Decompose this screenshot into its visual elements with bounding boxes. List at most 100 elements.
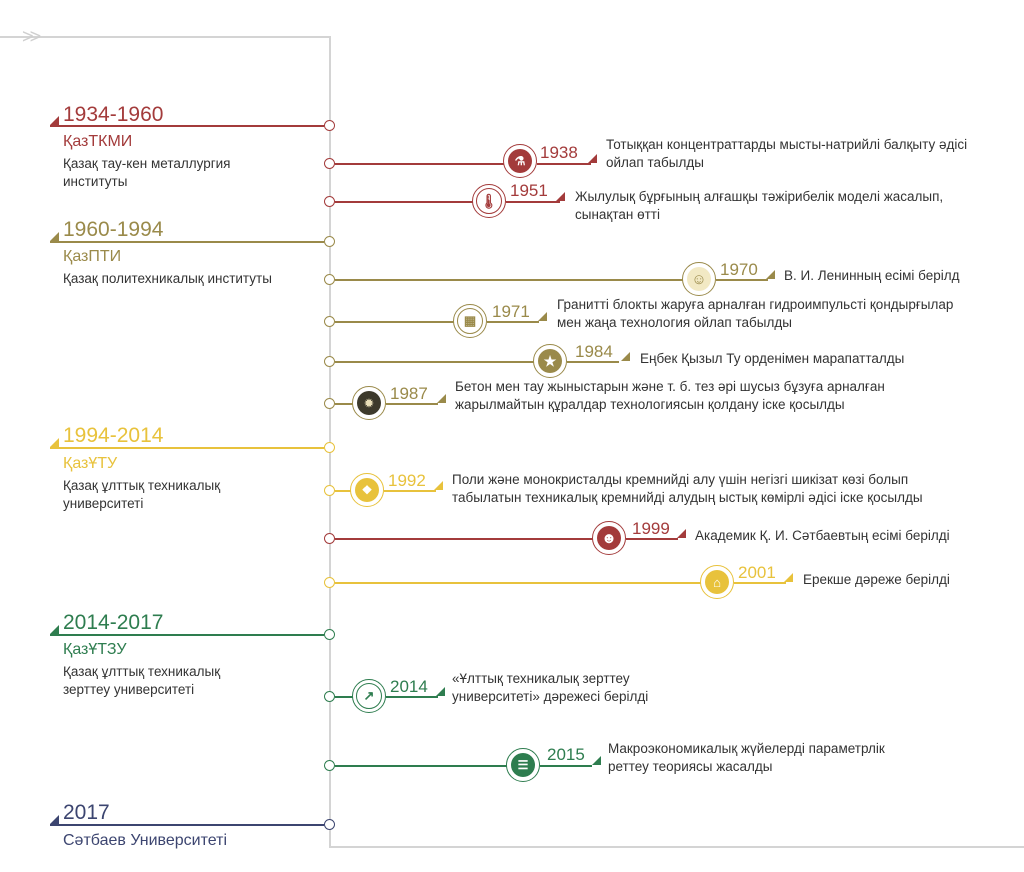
event-line bbox=[335, 582, 703, 584]
event-line bbox=[335, 279, 685, 281]
event-year-underline bbox=[734, 582, 786, 584]
granite-block-icon: ▦ bbox=[453, 304, 487, 338]
era-full-name: Қазақ тау-кен металлургия институты bbox=[63, 156, 231, 189]
era-full-name: Қазақ политехникалық институты bbox=[63, 271, 272, 286]
era-years: 2014-2017 bbox=[63, 611, 164, 634]
event-line bbox=[335, 321, 455, 323]
event-line bbox=[335, 538, 595, 540]
event-description: Жылулық бұрғының алғашқы тәжірибелік мод… bbox=[575, 189, 944, 222]
event-year: 2015 bbox=[547, 745, 585, 764]
event-marker-triangle bbox=[556, 192, 565, 201]
event-marker-triangle bbox=[436, 687, 445, 696]
event-year: 2014 bbox=[390, 677, 428, 696]
era-years: 1960-1994 bbox=[63, 218, 164, 241]
event-marker-triangle bbox=[538, 312, 547, 321]
event-year-underline bbox=[386, 696, 438, 698]
era-marker-triangle bbox=[50, 438, 59, 447]
era-node bbox=[324, 629, 335, 640]
event-line bbox=[335, 490, 355, 492]
era-node bbox=[324, 819, 335, 830]
satbayev-portrait-icon: ☻ bbox=[592, 521, 626, 555]
event-node bbox=[324, 398, 335, 409]
event-line bbox=[335, 201, 475, 203]
era-abbreviation: ҚазПТИ bbox=[63, 248, 122, 265]
explosion-rocks-icon: ✹ bbox=[352, 386, 386, 420]
top-frame-line bbox=[0, 36, 330, 38]
event-year: 1951 bbox=[510, 181, 548, 200]
event-description: Тотыққан концентраттарды мысты-натрийлі … bbox=[606, 137, 968, 170]
event-year-underline bbox=[537, 163, 591, 165]
thermometer-icon: 🌡 bbox=[472, 184, 506, 218]
event-description: Академик Қ. И. Сәтбаевтың есімі берілді bbox=[695, 528, 950, 543]
event-node bbox=[324, 316, 335, 327]
era-years: 1934-1960 bbox=[63, 103, 164, 126]
event-description: Еңбек Қызыл Ту орденімен марапатталды bbox=[640, 351, 905, 366]
event-description: Гранитті блокты жаруға арналған гидроимп… bbox=[557, 297, 954, 330]
event-year-underline bbox=[626, 538, 678, 540]
event-line bbox=[335, 163, 505, 165]
event-year: 1987 bbox=[390, 384, 428, 403]
order-star-icon: ★ bbox=[533, 344, 567, 378]
coin-stack-icon: ☰ bbox=[506, 748, 540, 782]
research-growth-icon: ↗ bbox=[352, 679, 386, 713]
event-node bbox=[324, 356, 335, 367]
era-abbreviation: ҚазҰТУ bbox=[63, 455, 118, 472]
event-marker-triangle bbox=[766, 270, 775, 279]
event-node bbox=[324, 577, 335, 588]
event-line bbox=[335, 403, 355, 405]
era-node bbox=[324, 236, 335, 247]
event-node bbox=[324, 691, 335, 702]
era-full-name: Қазақ ұлттық техникалық зерттеу универси… bbox=[63, 664, 221, 697]
era-line bbox=[50, 241, 324, 243]
event-year-underline bbox=[386, 403, 438, 405]
event-year-underline bbox=[384, 490, 436, 492]
event-node bbox=[324, 533, 335, 544]
event-year: 1984 bbox=[575, 342, 613, 361]
era-marker-triangle bbox=[50, 815, 59, 824]
event-year: 1938 bbox=[540, 143, 578, 162]
event-marker-triangle bbox=[677, 529, 686, 538]
event-node bbox=[324, 760, 335, 771]
event-year-underline bbox=[506, 201, 560, 203]
era-abbreviation: ҚазҰТЗУ bbox=[63, 641, 127, 658]
event-year: 2001 bbox=[738, 563, 776, 582]
era-abbreviation: ҚазТКМИ bbox=[63, 133, 133, 150]
event-node bbox=[324, 196, 335, 207]
lenin-portrait-icon: ☺ bbox=[682, 262, 716, 296]
event-year: 1999 bbox=[632, 519, 670, 538]
era-marker-triangle bbox=[50, 625, 59, 634]
double-chevron-icon: >> bbox=[22, 26, 41, 48]
era-years: 2017 bbox=[63, 801, 110, 824]
institution-building-icon: ⌂ bbox=[700, 565, 734, 599]
event-node bbox=[324, 485, 335, 496]
event-description: Поли және монокристалды кремнийді алу үш… bbox=[452, 472, 923, 505]
event-marker-triangle bbox=[784, 573, 793, 582]
era-node bbox=[324, 120, 335, 131]
event-line bbox=[335, 696, 355, 698]
event-node bbox=[324, 158, 335, 169]
event-marker-triangle bbox=[434, 481, 443, 490]
event-year-underline bbox=[716, 279, 768, 281]
event-description: Макроэкономикалық жүйелерді параметрлік … bbox=[608, 741, 885, 774]
silicon-crystals-icon: ❖ bbox=[350, 473, 384, 507]
event-description: Бетон мен тау жыныстарын және т. б. тез … bbox=[455, 379, 885, 412]
event-node bbox=[324, 274, 335, 285]
era-line bbox=[50, 125, 324, 127]
bottom-frame-line bbox=[329, 846, 1024, 848]
era-marker-triangle bbox=[50, 232, 59, 241]
event-line bbox=[335, 765, 510, 767]
era-full-name: Қазақ ұлттық техникалық университеті bbox=[63, 478, 221, 511]
event-description: Ерекше дәреже берілді bbox=[803, 572, 950, 587]
event-marker-triangle bbox=[621, 352, 630, 361]
era-abbreviation: Сәтбаев Университеті bbox=[63, 832, 227, 849]
event-description: «Ұлттық техникалық зерттеу университеті»… bbox=[452, 671, 649, 704]
era-marker-triangle bbox=[50, 116, 59, 125]
event-marker-triangle bbox=[437, 394, 446, 403]
era-line bbox=[50, 824, 324, 826]
event-year-underline bbox=[540, 765, 592, 767]
era-line bbox=[50, 447, 324, 449]
event-line bbox=[335, 361, 535, 363]
event-description: В. И. Ленинның есімі берілд bbox=[784, 268, 960, 283]
event-year: 1971 bbox=[492, 302, 530, 321]
